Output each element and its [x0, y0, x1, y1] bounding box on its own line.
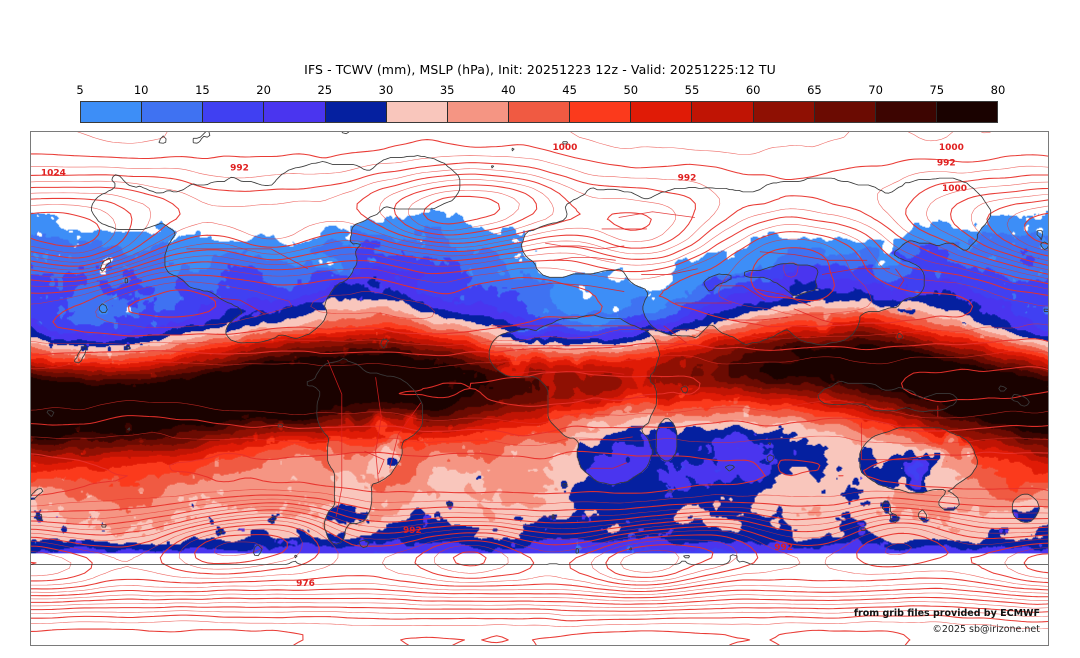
colorbar-tick-label: 55 — [684, 83, 700, 97]
country-border — [364, 450, 385, 475]
coastline — [31, 132, 1048, 566]
country-border — [590, 462, 628, 469]
colorbar-band — [386, 102, 448, 122]
country-border — [861, 422, 938, 461]
country-border — [754, 288, 811, 307]
country-border — [821, 268, 890, 275]
mslp-label: 1000 — [942, 184, 967, 194]
copyright-credit: ©2025 sb@irizone.net — [932, 624, 1040, 635]
colorbar-band — [81, 102, 143, 122]
mslp-isobars — [31, 132, 1048, 645]
country-border — [618, 211, 695, 218]
mslp-isobar — [31, 179, 1048, 589]
colorbar-bands — [80, 101, 998, 123]
mslp-label: 992 — [403, 526, 422, 536]
colorbar-tick-label: 80 — [990, 83, 1006, 97]
coastlines — [31, 132, 1048, 566]
country-border — [511, 282, 625, 292]
colorbar-band — [692, 102, 754, 122]
country-border — [186, 248, 309, 270]
colorbar-tick-label: 5 — [76, 83, 84, 97]
mslp-isobar — [31, 184, 1048, 586]
country-border — [567, 370, 625, 375]
mslp-contour-layer: 1024 1000 992 1000 992 1000 992 992 976 992 — [31, 132, 1048, 645]
country-border — [327, 359, 343, 517]
mslp-label: 1000 — [939, 143, 964, 153]
country-border — [389, 402, 422, 469]
country-border — [511, 370, 557, 375]
country-border — [641, 268, 698, 275]
colorbar-tick-label: 30 — [378, 83, 394, 97]
country-border — [663, 325, 688, 349]
country-border — [579, 436, 633, 441]
mslp-isobar — [31, 168, 1048, 595]
mslp-isobar — [214, 541, 680, 573]
colorbar-band — [325, 102, 387, 122]
colorbar-band — [447, 102, 509, 122]
mslp-isobar — [31, 139, 1048, 605]
colorbar-band — [875, 102, 937, 122]
colorbar-tick-label: 70 — [868, 83, 883, 97]
mslp-isobar — [783, 261, 799, 278]
data-source-credit: from grib files provided by ECMWF — [853, 608, 1040, 619]
mslp-isobar — [31, 231, 1048, 623]
mslp-isobar — [31, 216, 1048, 613]
colorbar-tick-label: 10 — [133, 83, 149, 97]
country-border — [759, 251, 868, 261]
country-border — [375, 377, 382, 483]
country-border — [731, 316, 789, 321]
colorbar-band — [814, 102, 876, 122]
colorbar-tick-label: 20 — [256, 83, 271, 97]
colorbar-tick-label: 45 — [562, 83, 577, 97]
mslp-label: 992 — [230, 163, 249, 173]
page-title: IFS - TCWV (mm), MSLP (hPa), Init: 20251… — [304, 62, 776, 77]
mslp-label: 1024 — [41, 169, 66, 179]
country-border — [545, 242, 625, 250]
colorbar-tick-label: 60 — [745, 83, 761, 97]
colorbar-band — [508, 102, 571, 122]
colorbar-tick-label: 65 — [807, 83, 822, 97]
mslp-labels: 1024 1000 992 1000 992 1000 992 992 976 992 — [41, 143, 967, 589]
country-border — [208, 296, 266, 315]
colorbar-tick-label: 15 — [195, 83, 210, 97]
mslp-isobar — [31, 238, 1048, 630]
mslp-label: 1000 — [552, 143, 577, 153]
colorbar-tick-label: 40 — [501, 83, 516, 97]
colorbar-tick-label: 35 — [439, 83, 455, 97]
mslp-isobar — [31, 247, 911, 645]
colorbar: 5 10 15 20 25 30 35 40 45 50 55 60 65 70 75 80 — [76, 83, 1005, 127]
mslp-label: 976 — [296, 579, 315, 589]
colorbar-tick-label: 25 — [317, 83, 333, 97]
country-border — [793, 308, 845, 327]
mslp-label: 992 — [937, 158, 956, 168]
colorbar-band — [264, 102, 326, 122]
mslp-isobar — [31, 162, 1048, 599]
colorbar-band — [936, 102, 998, 122]
country-border — [895, 268, 905, 290]
country-borders — [186, 211, 939, 517]
tcwv-field-layer — [31, 132, 1048, 645]
mslp-isobar — [31, 132, 1048, 609]
mslp-isobar — [31, 195, 1048, 578]
mslp-isobar — [31, 155, 1048, 602]
colorbar-band — [570, 102, 632, 122]
country-border — [553, 257, 616, 261]
colorbar-band — [631, 102, 693, 122]
colorbar-band — [142, 102, 204, 122]
map-canvas[interactable]: 1024 1000 992 1000 992 1000 992 992 976 992 from … — [30, 131, 1049, 646]
mslp-label: 992 — [678, 174, 697, 184]
colorbar-band — [203, 102, 265, 122]
mslp-isobar — [31, 173, 1048, 593]
colorbar-tick-label: 75 — [929, 83, 945, 97]
mslp-isobar — [31, 224, 1048, 618]
colorbar-band — [753, 102, 815, 122]
country-border — [714, 285, 766, 301]
colorbar-ticks: 5 10 15 20 25 30 35 40 45 50 55 60 65 70 75 80 — [76, 83, 1005, 100]
country-border — [573, 396, 647, 401]
mslp-label: 992 — [774, 543, 793, 553]
colorbar-tick-label: 50 — [623, 83, 639, 97]
mslp-isobar — [31, 189, 1048, 582]
